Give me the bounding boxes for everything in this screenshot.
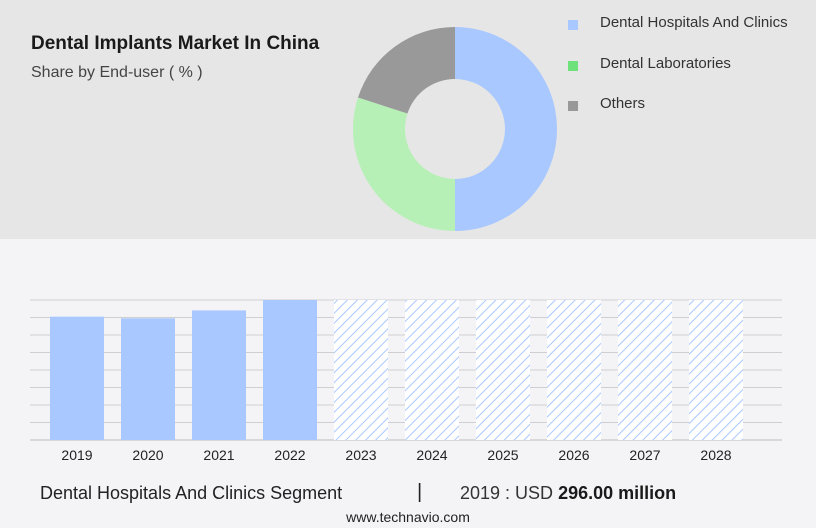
x-tick-label-2028: 2028 bbox=[700, 447, 731, 463]
bar-2021 bbox=[192, 310, 246, 440]
footer-separator: | bbox=[417, 481, 423, 503]
bar-2027 bbox=[618, 300, 672, 440]
footer-value: 2019 : USD 296.00 million bbox=[460, 483, 676, 504]
bar-2020 bbox=[121, 318, 175, 440]
legend-item-others: Others bbox=[568, 96, 800, 112]
bar-2023 bbox=[334, 300, 388, 440]
x-tick-label-2023: 2023 bbox=[345, 447, 376, 463]
x-tick-label-2027: 2027 bbox=[629, 447, 660, 463]
x-tick-label-2019: 2019 bbox=[61, 447, 92, 463]
donut-slice-1 bbox=[353, 97, 455, 231]
x-tick-label-2020: 2020 bbox=[132, 447, 163, 463]
legend-swatch-laboratories bbox=[568, 61, 578, 71]
bar-chart: 2019 2020 2021 2022 2023 2024 2025 2026 2027 2028 bbox=[30, 299, 782, 463]
chart-subtitle: Share by End-user ( % ) bbox=[31, 64, 203, 81]
x-tick-label-2026: 2026 bbox=[558, 447, 589, 463]
bar-2024 bbox=[405, 300, 459, 440]
bar-2019 bbox=[50, 316, 104, 440]
legend-label-laboratories: Dental Laboratories bbox=[600, 55, 731, 72]
footer-site: www.technavio.com bbox=[346, 509, 470, 525]
donut-chart bbox=[353, 27, 557, 231]
donut-slice-0 bbox=[455, 27, 557, 231]
x-tick-label-2022: 2022 bbox=[274, 447, 305, 463]
footer-segment-label: Dental Hospitals And Clinics Segment bbox=[40, 483, 343, 503]
x-tick-label-2025: 2025 bbox=[487, 447, 518, 463]
legend-item-laboratories: Dental Laboratories bbox=[568, 56, 800, 72]
x-tick-label-2021: 2021 bbox=[203, 447, 234, 463]
x-tick-label-2024: 2024 bbox=[416, 447, 447, 463]
legend-swatch-others bbox=[568, 101, 578, 111]
legend-label-others: Others bbox=[600, 95, 646, 112]
bar-2025 bbox=[476, 300, 530, 440]
chart-title: Dental Implants Market In China bbox=[31, 33, 320, 54]
footer-year-label: 2019 : USD bbox=[460, 483, 554, 503]
legend-swatch-hospitals bbox=[568, 20, 578, 30]
bar-2028 bbox=[689, 300, 743, 440]
bar-2026 bbox=[547, 300, 601, 440]
donut-slice-2 bbox=[357, 27, 455, 114]
legend-item-hospitals: Dental Hospitals And Clinics bbox=[568, 15, 800, 31]
footer-value-amount: 296.00 million bbox=[558, 483, 677, 503]
legend-label-hospitals: Dental Hospitals And Clinics bbox=[600, 14, 788, 31]
bar-2022 bbox=[263, 300, 317, 440]
